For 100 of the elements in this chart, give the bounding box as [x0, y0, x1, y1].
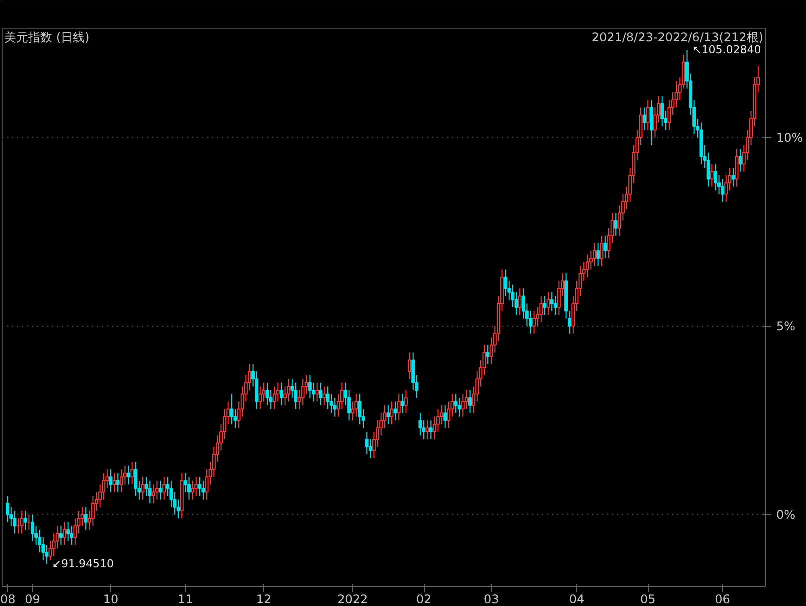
candlestick [66, 522, 70, 542]
candlestick [593, 242, 597, 267]
candlestick [188, 476, 191, 500]
chart-subtitle: 2021/8/23-2022/6/13(212根) [592, 30, 764, 44]
candlestick [109, 469, 113, 493]
candlestick [152, 484, 156, 504]
candlestick [721, 178, 725, 202]
candlestick [429, 420, 433, 440]
candlestick [397, 394, 401, 422]
candlestick [316, 382, 320, 402]
candlestick [130, 462, 134, 486]
candlestick [116, 472, 120, 493]
candlestick [458, 397, 462, 418]
x-tick-label: 10 [103, 592, 119, 606]
y-tick-label: 0% [776, 508, 796, 522]
candlestick [404, 390, 408, 414]
candlestick [24, 510, 28, 530]
candlestick [714, 164, 718, 192]
candlestick [543, 296, 547, 316]
candlestick [84, 506, 88, 530]
candlestick [322, 386, 326, 406]
candlestick [532, 310, 536, 334]
candlestick [600, 235, 604, 267]
x-tick-label: 05 [640, 592, 656, 606]
candlestick [301, 378, 305, 406]
x-tick-label: 11 [178, 592, 194, 606]
candlestick [294, 382, 298, 410]
candlestick [134, 462, 138, 497]
candlestick [155, 480, 159, 500]
candlestick [333, 397, 337, 418]
candlestick [230, 394, 234, 425]
candlestick [91, 496, 95, 527]
candlestick [63, 522, 66, 546]
candlestick [141, 476, 145, 500]
candlestick [518, 288, 522, 316]
x-tick-label: 06 [715, 592, 730, 606]
candlestick [486, 344, 490, 365]
annotation: ↙91.94510 [52, 557, 114, 570]
candlestick [6, 496, 10, 523]
candlestick [365, 431, 369, 456]
candlestick [194, 476, 198, 497]
y-tick-label: 5% [776, 319, 796, 334]
candlestick [461, 394, 465, 418]
candlestick [642, 107, 646, 131]
candlestick [112, 472, 116, 493]
candlestick [272, 386, 276, 410]
candlestick [732, 168, 736, 188]
candlestick [596, 242, 600, 267]
candlestick [30, 514, 34, 542]
candlestick [120, 469, 124, 493]
candlestick [70, 526, 74, 546]
candlestick [468, 390, 472, 414]
candlestick [550, 292, 554, 312]
candlestick [191, 480, 195, 500]
candlestick [650, 100, 654, 146]
candlestick [418, 412, 422, 436]
chart-title: 美元指数 (日线) [4, 30, 90, 44]
candlestick [554, 296, 558, 316]
candlestick [454, 394, 458, 414]
candlestick [394, 401, 398, 422]
x-tick-label: 12 [256, 592, 272, 606]
candlestick [287, 378, 291, 402]
candlestick [280, 382, 284, 406]
candlestick [13, 510, 17, 534]
candlestick [59, 526, 63, 546]
candlestick [504, 269, 508, 297]
candlestick [660, 96, 664, 128]
candlestick [426, 420, 430, 440]
candlestick [444, 405, 448, 429]
candlestick [540, 296, 544, 324]
y-tick-label: 10% [776, 130, 804, 145]
candlestick [162, 476, 166, 500]
x-tick-label: 09 [25, 592, 40, 606]
candlestick [202, 480, 206, 500]
annotation: ↖105.02840 [692, 43, 762, 56]
candlestick [159, 480, 163, 500]
candlestick [326, 386, 330, 410]
candlestick [710, 164, 714, 188]
candlestick [546, 292, 550, 316]
candlestick [386, 405, 390, 425]
candlestick [198, 476, 202, 497]
candlestick [354, 394, 358, 418]
candlestick [586, 254, 590, 278]
candlestick [738, 148, 742, 172]
x-tick-label: 03 [484, 592, 500, 606]
candlestick [400, 394, 404, 414]
candlestick [646, 100, 650, 131]
candlestick [148, 480, 152, 504]
candlestick [358, 394, 362, 425]
candlestick [20, 510, 24, 534]
candlestick [604, 235, 608, 259]
candlestick [735, 148, 739, 188]
candlestick [127, 465, 131, 486]
candlestick [614, 212, 618, 236]
candlestick [258, 386, 262, 410]
x-tick-label: 02 [416, 592, 432, 606]
candlestick [319, 382, 323, 406]
x-tick-label: 04 [569, 592, 585, 606]
candlestick [308, 374, 312, 398]
candlestick [408, 352, 412, 380]
